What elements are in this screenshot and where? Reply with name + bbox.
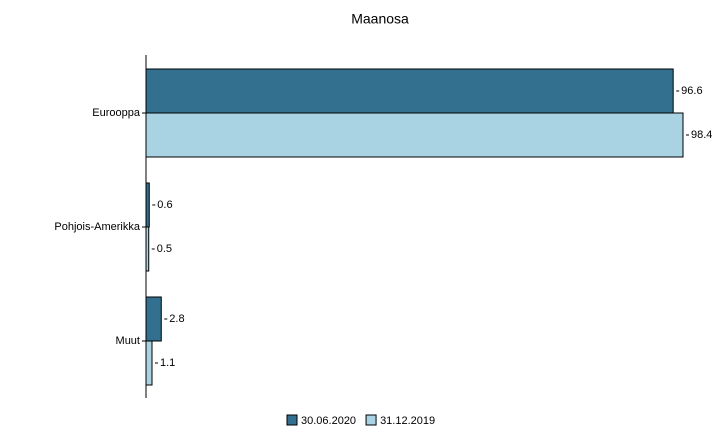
legend-label: 30.06.2020: [301, 415, 356, 427]
bar: [145, 226, 150, 272]
legend-swatch: [286, 414, 298, 426]
value-label: 0.6: [157, 199, 172, 211]
chart-title: Maanosa: [351, 11, 409, 27]
y-tick-label: Pohjois-Amerikka: [54, 221, 140, 233]
value-label: 0.5: [157, 243, 172, 255]
bar: [145, 112, 684, 158]
y-tick-label: Eurooppa: [92, 107, 141, 119]
value-label: 98.4: [691, 129, 712, 141]
bar: [145, 182, 150, 228]
bar: [145, 68, 674, 114]
y-tick-label: Muut: [116, 335, 140, 347]
bar: [145, 340, 153, 386]
bar: [145, 296, 162, 342]
value-label: 1.1: [160, 357, 175, 369]
legend-swatch: [365, 414, 377, 426]
legend-label: 31.12.2019: [380, 415, 435, 427]
value-label: 2.8: [169, 313, 184, 325]
value-label: 96.6: [681, 85, 702, 97]
